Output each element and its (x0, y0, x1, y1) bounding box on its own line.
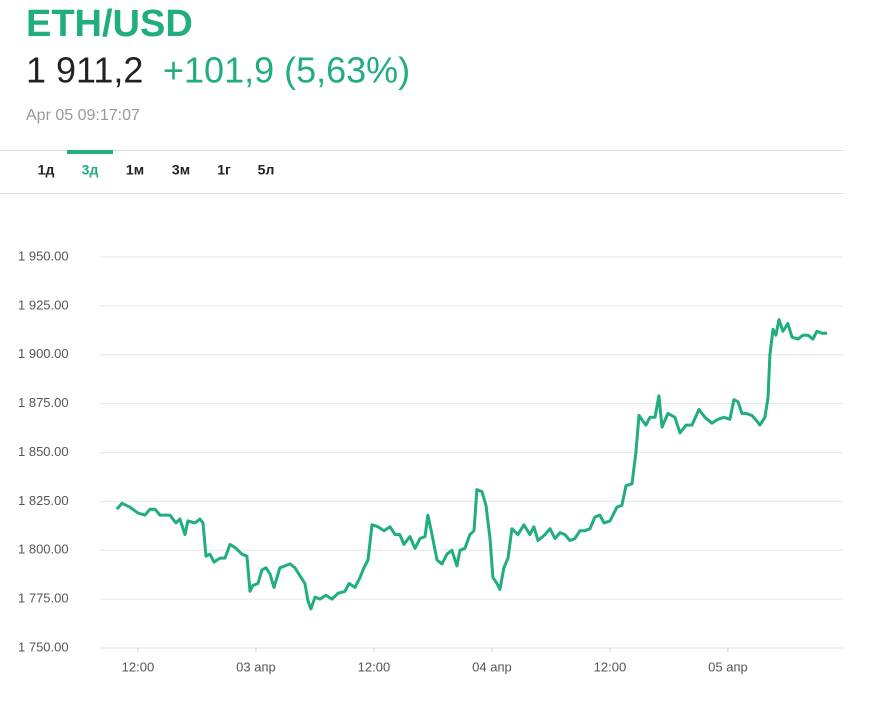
x-tick-label: 12:00 (122, 659, 155, 674)
y-tick-label: 1 825.00 (18, 493, 69, 508)
y-tick-label: 1 750.00 (18, 639, 69, 654)
x-tick-label: 05 апр (708, 659, 748, 674)
y-tick-label: 1 775.00 (18, 591, 69, 606)
y-tick-label: 1 950.00 (18, 248, 69, 263)
timestamp: Apr 05 09:17:07 (26, 107, 140, 124)
y-tick-label: 1 800.00 (18, 542, 69, 557)
tab-indicator (67, 150, 113, 154)
price-line (115, 318, 827, 611)
y-tick-label: 1 850.00 (18, 444, 69, 459)
y-tick-label: 1 925.00 (18, 297, 69, 312)
tab[interactable]: 1г (217, 162, 231, 178)
tab[interactable]: 3м (172, 162, 190, 178)
price: 1 911,2 (26, 50, 143, 91)
tab[interactable]: 1м (126, 162, 144, 178)
x-tick-label: 12:00 (594, 659, 627, 674)
title: ETH/USD (26, 3, 193, 45)
y-tick-label: 1 875.00 (18, 395, 69, 410)
tab[interactable]: 3д (82, 162, 99, 178)
y-tick-label: 1 900.00 (18, 346, 69, 361)
x-tick-label: 12:00 (358, 659, 391, 674)
tab[interactable]: 5л (258, 162, 275, 178)
change: +101,9 (5,63%) (163, 50, 410, 91)
x-tick-label: 04 апр (472, 659, 512, 674)
tab[interactable]: 1д (38, 162, 55, 178)
x-tick-label: 03 апр (236, 659, 276, 674)
